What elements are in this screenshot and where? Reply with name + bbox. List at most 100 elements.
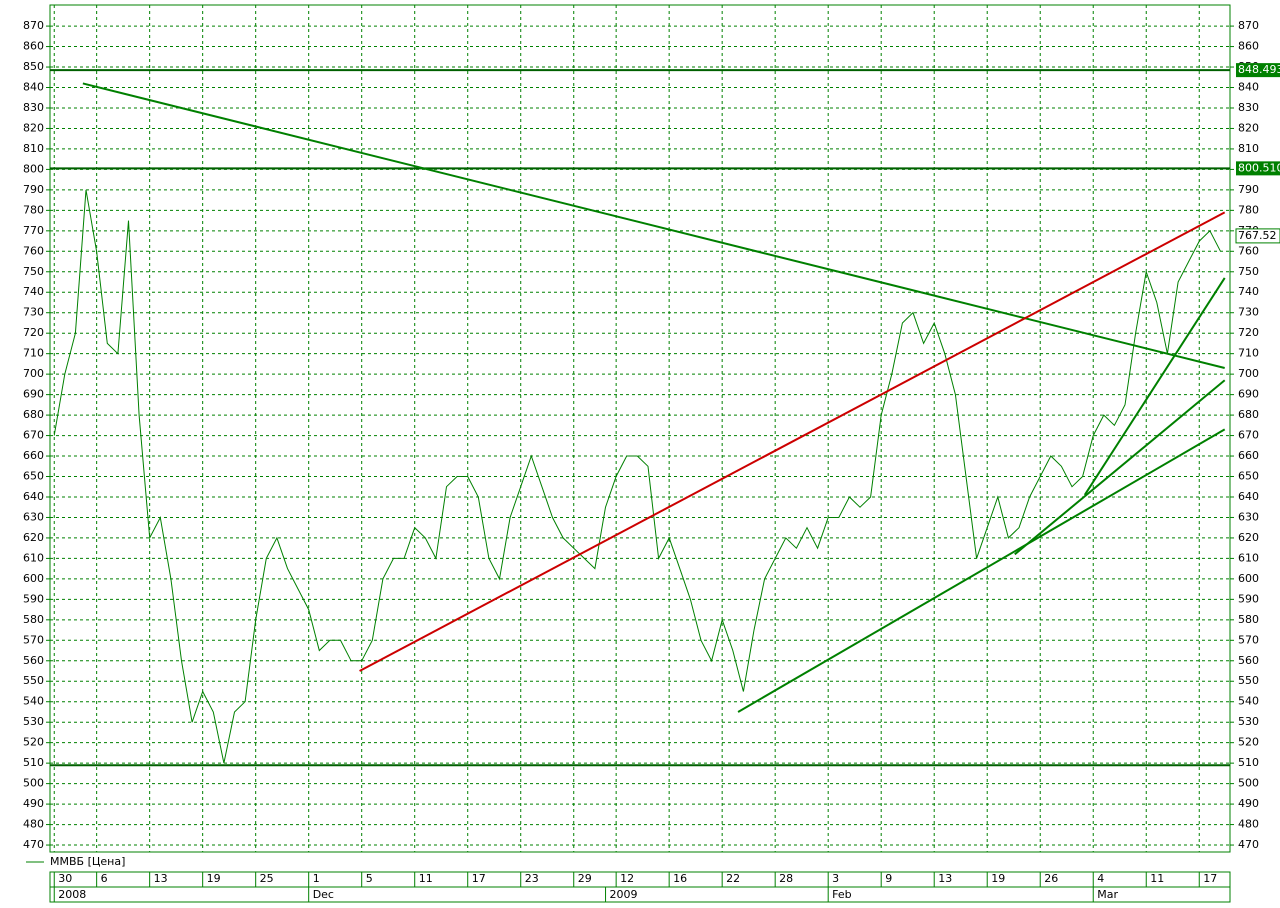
trend-line — [82, 82, 1225, 369]
y-tick-label: 720 — [23, 326, 44, 339]
y-tick-label: 680 — [23, 408, 44, 421]
x-tick-label: 11 — [1150, 872, 1164, 885]
y-tick-label: 670 — [23, 429, 44, 442]
y-tick-label: 550 — [23, 674, 44, 687]
y2-tick-label: 650 — [1238, 470, 1259, 483]
y-tick-label: 660 — [23, 449, 44, 462]
y-tick-label: 800 — [23, 162, 44, 175]
level-label: 800.5100 — [1238, 161, 1280, 174]
y-tick-label: 820 — [23, 121, 44, 134]
y2-tick-label: 510 — [1238, 756, 1259, 769]
y2-tick-label: 780 — [1238, 203, 1259, 216]
y2-tick-label: 830 — [1238, 101, 1259, 114]
y-tick-label: 530 — [23, 715, 44, 728]
x-tick-label: 6 — [101, 872, 108, 885]
x-tick-label: 3 — [832, 872, 839, 885]
y-tick-label: 810 — [23, 142, 44, 155]
x-period-label: 2008 — [58, 888, 86, 901]
y2-tick-label: 740 — [1238, 285, 1259, 298]
last-price-box — [1235, 228, 1280, 244]
y2-tick-label: 760 — [1238, 244, 1259, 257]
x-tick-label: 1 — [313, 872, 320, 885]
y-tick-label: 690 — [23, 388, 44, 401]
y2-tick-label: 580 — [1238, 613, 1259, 626]
y2-tick-label: 680 — [1238, 408, 1259, 421]
x-tick-label: 23 — [525, 872, 539, 885]
y-tick-label: 630 — [23, 510, 44, 523]
x-tick-label: 25 — [260, 872, 274, 885]
y-tick-label: 620 — [23, 531, 44, 544]
y-tick-label: 710 — [23, 347, 44, 360]
y-tick-label: 700 — [23, 367, 44, 380]
x-tick-label: 13 — [938, 872, 952, 885]
y2-tick-label: 820 — [1238, 121, 1259, 134]
x-tick-label: 13 — [154, 872, 168, 885]
y2-tick-label: 620 — [1238, 531, 1259, 544]
x-tick-label: 28 — [779, 872, 793, 885]
y-tick-label: 790 — [23, 183, 44, 196]
x-period-label: Mar — [1097, 888, 1118, 901]
x-period-label: Feb — [832, 888, 851, 901]
y-tick-label: 780 — [23, 203, 44, 216]
trend-line — [737, 428, 1226, 713]
y2-tick-label: 630 — [1238, 510, 1259, 523]
y-tick-label: 600 — [23, 572, 44, 585]
y2-tick-label: 540 — [1238, 695, 1259, 708]
x-tick-label: 9 — [885, 872, 892, 885]
y-tick-label: 560 — [23, 654, 44, 667]
x-tick-label: 16 — [673, 872, 687, 885]
y-tick-label: 490 — [23, 797, 44, 810]
y-tick-label: 840 — [23, 81, 44, 94]
y2-tick-label: 750 — [1238, 265, 1259, 278]
x-tick-label: 5 — [366, 872, 373, 885]
y2-tick-label: 600 — [1238, 572, 1259, 585]
y2-tick-label: 640 — [1238, 490, 1259, 503]
y2-tick-label: 860 — [1238, 40, 1259, 53]
y-tick-label: 610 — [23, 551, 44, 564]
price-line — [53, 189, 1221, 764]
y2-tick-label: 550 — [1238, 674, 1259, 687]
y2-tick-label: 840 — [1238, 81, 1259, 94]
legend-label: ММВБ [Цена] — [50, 855, 125, 868]
y2-tick-label: 590 — [1238, 592, 1259, 605]
y-tick-label: 520 — [23, 736, 44, 749]
y-tick-label: 580 — [23, 613, 44, 626]
y-tick-label: 480 — [23, 818, 44, 831]
x-tick-label: 29 — [578, 872, 592, 885]
y-tick-label: 850 — [23, 60, 44, 73]
y2-tick-label: 610 — [1238, 551, 1259, 564]
y-tick-label: 830 — [23, 101, 44, 114]
y-tick-label: 540 — [23, 695, 44, 708]
y2-tick-label: 470 — [1238, 838, 1259, 851]
y-tick-label: 760 — [23, 244, 44, 257]
y-tick-label: 470 — [23, 838, 44, 851]
y2-tick-label: 790 — [1238, 183, 1259, 196]
level-label-box — [1236, 63, 1280, 78]
y-tick-label: 640 — [23, 490, 44, 503]
y2-tick-label: 530 — [1238, 715, 1259, 728]
y2-tick-label: 520 — [1238, 736, 1259, 749]
trend-line — [1014, 379, 1226, 556]
x-tick-label: 26 — [1044, 872, 1058, 885]
y2-tick-label: 670 — [1238, 429, 1259, 442]
y2-tick-label: 720 — [1238, 326, 1259, 339]
last-price-label: 767.52 — [1238, 229, 1277, 242]
trend-line — [359, 211, 1226, 672]
trend-line — [1083, 277, 1226, 496]
y-tick-label: 870 — [23, 19, 44, 32]
level-label-box — [1236, 161, 1280, 176]
y2-tick-label: 490 — [1238, 797, 1259, 810]
y2-tick-label: 560 — [1238, 654, 1259, 667]
y2-tick-label: 730 — [1238, 306, 1259, 319]
y-tick-label: 510 — [23, 756, 44, 769]
y-tick-label: 770 — [23, 224, 44, 237]
x-tick-label: 11 — [419, 872, 433, 885]
x-tick-label: 4 — [1097, 872, 1104, 885]
y-tick-label: 730 — [23, 306, 44, 319]
y-tick-label: 860 — [23, 40, 44, 53]
y-tick-label: 500 — [23, 777, 44, 790]
y2-tick-label: 570 — [1238, 633, 1259, 646]
y-tick-label: 740 — [23, 285, 44, 298]
y-tick-label: 570 — [23, 633, 44, 646]
